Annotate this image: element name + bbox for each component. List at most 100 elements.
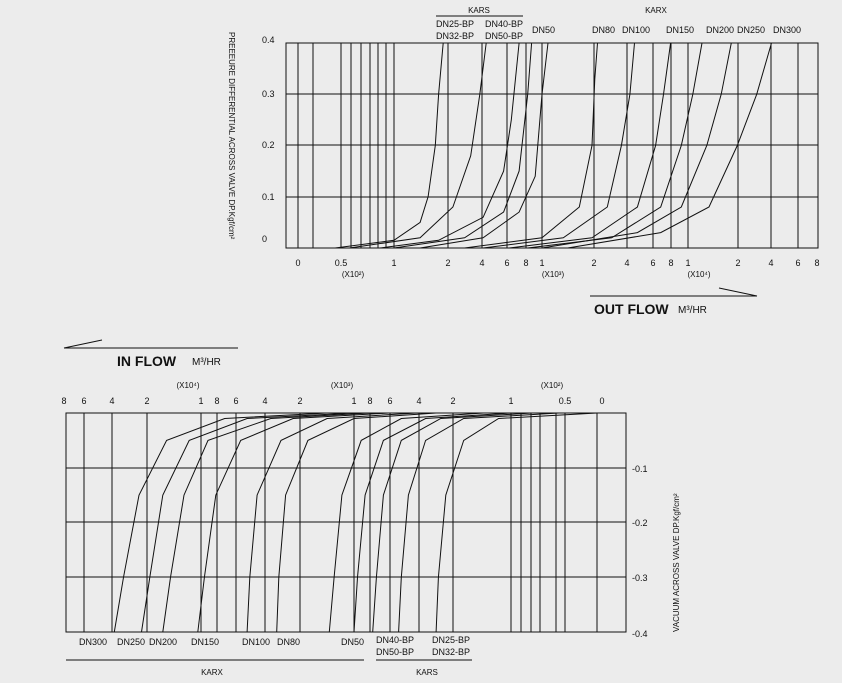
curve-dn80 xyxy=(464,42,598,249)
top-x-tick: 2 xyxy=(445,258,450,268)
curve-dn80 xyxy=(276,412,437,633)
top-y-tick: 0.3 xyxy=(262,89,275,99)
bottom-series-label: DN300 xyxy=(79,637,107,647)
bottom-curves xyxy=(113,412,598,633)
curve-dn100 xyxy=(483,42,635,249)
bottom-series-label: DN80 xyxy=(277,637,300,647)
out-flow-unit: M³/HR xyxy=(678,305,707,316)
top-curves xyxy=(335,42,772,249)
bottom-y-axis-label: VACUUM ACROSS VALVE DP.Kgf/cm² xyxy=(672,493,681,632)
curve-dn25-bp xyxy=(335,42,444,249)
top-x-tick: 6 xyxy=(795,258,800,268)
top-x-tick: 8 xyxy=(523,258,528,268)
curve-dn150 xyxy=(509,42,672,249)
curve-dn300 xyxy=(567,42,772,249)
bottom-chart: IN FLOW M³/HR (X10⁴) (X10³) (X10²) 8 6 4… xyxy=(61,339,681,677)
top-y-tick: 0.1 xyxy=(262,192,275,202)
bottom-y-tick: -0.1 xyxy=(632,464,648,474)
bottom-x-tick: 4 xyxy=(416,396,421,406)
curve-dn250 xyxy=(541,42,732,249)
curve-dn50 xyxy=(328,412,484,633)
top-y-tick: 0.4 xyxy=(262,35,275,45)
top-x-tick: 6 xyxy=(504,258,509,268)
top-x-tick: 8 xyxy=(814,258,819,268)
bottom-y-tick: -0.4 xyxy=(632,629,648,639)
curve-dn100 xyxy=(246,412,417,633)
bottom-series-label: DN40-BP xyxy=(376,635,414,645)
top-y-axis-label: PREEEURE DIFFERENTIAL ACROSS VALVE DP.Kg… xyxy=(227,32,236,240)
bottom-multiplier: (X10³) xyxy=(331,381,354,390)
top-y-tick: 0 xyxy=(262,234,267,244)
bottom-x-tick: 8 xyxy=(61,396,66,406)
bottom-x-tick: 6 xyxy=(387,396,392,406)
bottom-series-label: DN200 xyxy=(149,637,177,647)
bottom-multiplier: (X10²) xyxy=(541,381,564,390)
bottom-group-karx: KARX xyxy=(201,668,223,677)
bottom-x-tick: 6 xyxy=(233,396,238,406)
top-x-tick: 8 xyxy=(668,258,673,268)
top-x-tick: 6 xyxy=(650,258,655,268)
curve-dn50-bp xyxy=(393,42,533,249)
bottom-x-tick: 2 xyxy=(144,396,149,406)
top-group-karx: KARX xyxy=(645,6,667,15)
top-x-tick: 1 xyxy=(539,258,544,268)
top-x-tick: 2 xyxy=(735,258,740,268)
top-group-kars: KARS xyxy=(468,6,490,15)
top-series-label: DN25-BP xyxy=(436,19,474,29)
bottom-multiplier: (X10⁴) xyxy=(177,381,200,390)
top-x-tick: 4 xyxy=(479,258,484,268)
curve-dn300 xyxy=(113,412,328,633)
top-multiplier: (X10⁴) xyxy=(688,270,711,279)
top-multiplier: (X10²) xyxy=(342,270,365,279)
curve-dn250 xyxy=(141,412,355,633)
top-x-tick: 4 xyxy=(768,258,773,268)
curve-dn50-bp xyxy=(353,412,512,633)
in-flow-arrow xyxy=(63,339,103,349)
bottom-series-label: DN50-BP xyxy=(376,647,414,657)
bottom-x-tick: 4 xyxy=(109,396,114,406)
top-series-label: DN32-BP xyxy=(436,31,474,41)
top-x-tick: 0.5 xyxy=(335,258,348,268)
bottom-series-label: DN32-BP xyxy=(432,647,470,657)
curve-dn40-bp xyxy=(372,412,532,633)
out-flow-arrow xyxy=(718,287,758,297)
bottom-x-tick: 2 xyxy=(297,396,302,406)
top-series-label: DN250 xyxy=(737,25,765,35)
top-x-tick: 0 xyxy=(295,258,300,268)
top-series-label: DN300 xyxy=(773,25,801,35)
out-flow-title: OUT FLOW xyxy=(594,301,669,317)
top-x-tick: 4 xyxy=(624,258,629,268)
bottom-x-tick: 1 xyxy=(198,396,203,406)
in-flow-title: IN FLOW xyxy=(117,353,177,369)
bottom-x-tick: 2 xyxy=(450,396,455,406)
bottom-x-tick: 6 xyxy=(81,396,86,406)
curve-dn25-bp xyxy=(435,412,598,633)
bottom-series-label: DN150 xyxy=(191,637,219,647)
top-x-tick: 2 xyxy=(591,258,596,268)
bottom-x-tick: 1 xyxy=(351,396,356,406)
curve-dn40-bp xyxy=(379,42,520,249)
curve-dn32-bp xyxy=(349,42,487,249)
top-series-label: DN50 xyxy=(532,25,555,35)
top-series-label: DN40-BP xyxy=(485,19,523,29)
bottom-x-tick: 8 xyxy=(367,396,372,406)
top-x-tick: 1 xyxy=(391,258,396,268)
bottom-x-tick: 0.5 xyxy=(559,396,572,406)
bottom-group-kars: KARS xyxy=(416,668,438,677)
top-chart: PREEEURE DIFFERENTIAL ACROSS VALVE DP.Kg… xyxy=(227,6,820,317)
top-series-label: DN50-BP xyxy=(485,31,523,41)
top-grid xyxy=(285,42,819,249)
bottom-x-tick: 8 xyxy=(214,396,219,406)
bottom-x-tick: 0 xyxy=(599,396,604,406)
top-series-label: DN100 xyxy=(622,25,650,35)
bottom-y-tick: -0.2 xyxy=(632,518,648,528)
top-series-label: DN150 xyxy=(666,25,694,35)
bottom-series-label: DN100 xyxy=(242,637,270,647)
curve-dn150 xyxy=(197,412,389,633)
bottom-x-tick: 1 xyxy=(508,396,513,406)
curve-dn200 xyxy=(162,412,370,633)
bottom-series-label: DN50 xyxy=(341,637,364,647)
bottom-series-label: DN250 xyxy=(117,637,145,647)
top-series-label: DN80 xyxy=(592,25,615,35)
